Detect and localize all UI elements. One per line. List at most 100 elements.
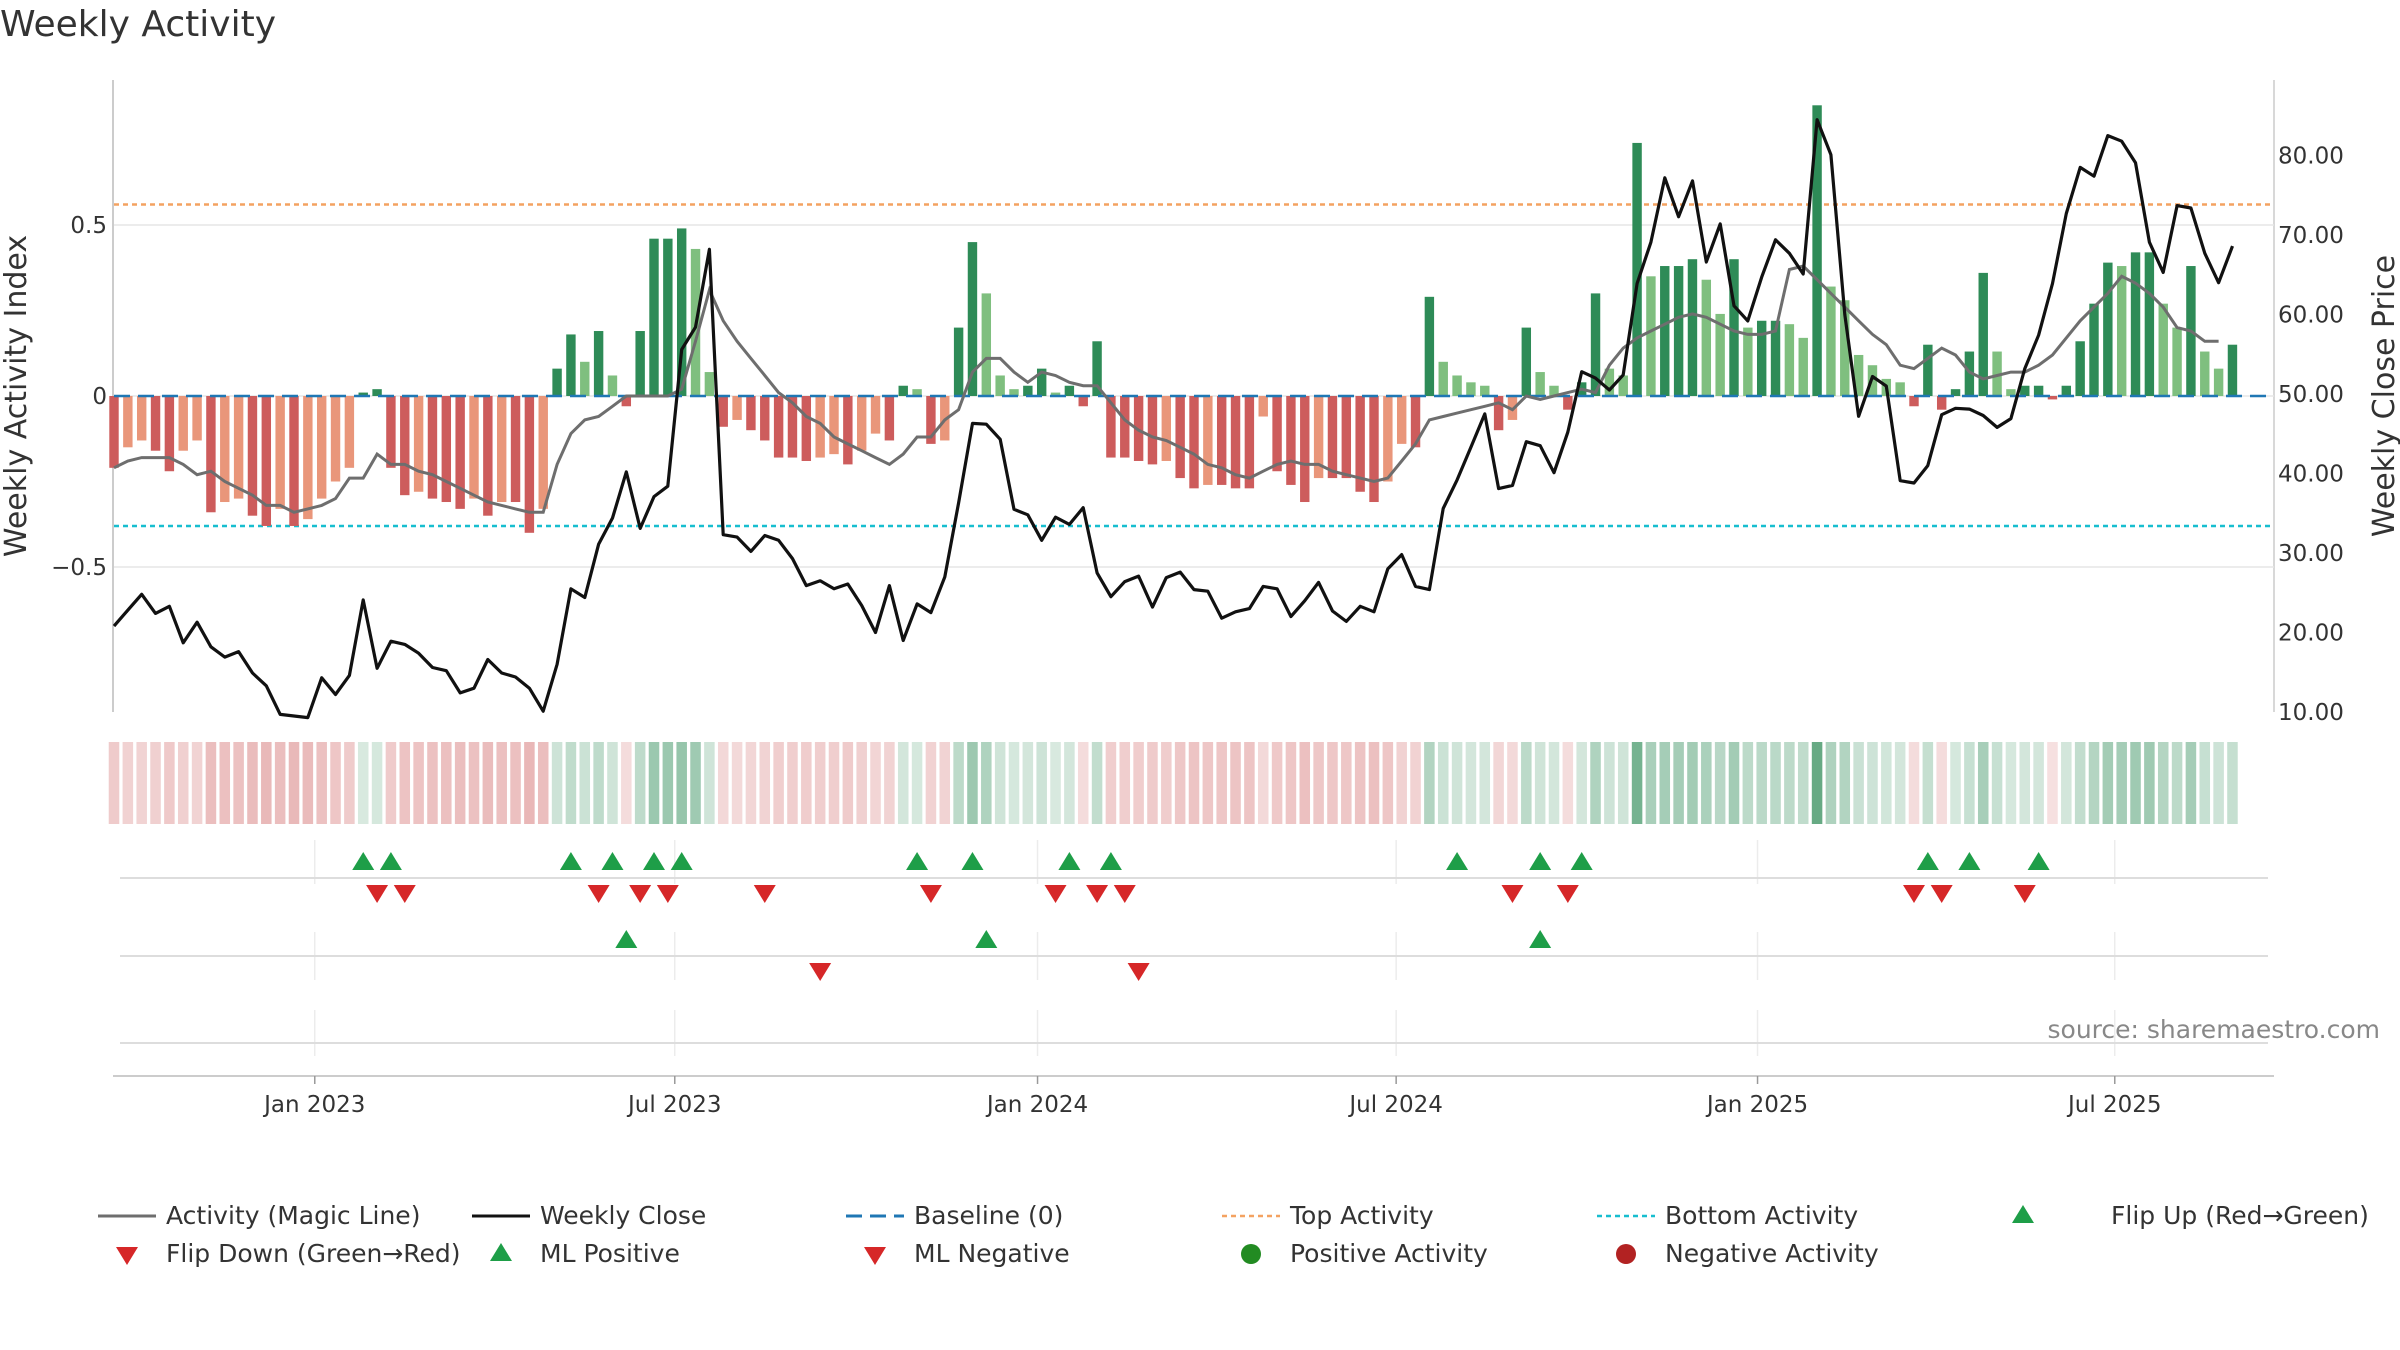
heat-strip-cell xyxy=(1867,742,1878,824)
ml-positive-marker xyxy=(1529,930,1552,948)
flip-down-marker xyxy=(1556,885,1579,903)
activity-bar xyxy=(607,375,618,396)
ml-negative-marker xyxy=(809,963,832,981)
heat-strip-cell xyxy=(621,742,632,824)
activity-bar xyxy=(621,396,632,407)
heat-strip-cell xyxy=(537,742,549,824)
activity-bar xyxy=(123,396,133,448)
heat-strip-cell xyxy=(1119,742,1131,824)
heat-strip-cell xyxy=(1645,742,1657,824)
flip-up-marker xyxy=(559,852,582,870)
heat-strip-cell xyxy=(1188,742,1200,824)
heat-strip-cell xyxy=(1590,742,1601,824)
heat-strip-cell xyxy=(496,742,507,824)
activity-bar xyxy=(1036,368,1047,396)
activity-bar xyxy=(469,396,479,499)
activity-bar xyxy=(635,331,645,396)
flip-down-marker xyxy=(1930,885,1953,903)
activity-bar xyxy=(2089,303,2099,396)
flip-down-marker xyxy=(366,885,389,903)
y-tick-label-right: 20.00 xyxy=(2278,621,2344,647)
activity-bar xyxy=(1923,344,1933,396)
activity-bar xyxy=(1341,396,1352,479)
activity-bar xyxy=(1023,385,1033,396)
heat-strip-cell xyxy=(2171,742,2183,824)
heat-strip-cell xyxy=(1825,742,1837,824)
heat-strip-cell xyxy=(274,742,286,824)
heat-strip-cell xyxy=(1770,742,1781,824)
activity-bar xyxy=(2075,341,2085,396)
y-axis-title-right: Weekly Close Price xyxy=(2367,255,2400,537)
heat-strip-cell xyxy=(524,742,535,824)
flip-up-marker xyxy=(1916,852,1939,870)
flip-up-marker xyxy=(1570,852,1593,870)
heat-strip-cell xyxy=(1964,742,1975,824)
heat-strip-cell xyxy=(994,742,1006,824)
heat-strip-cell xyxy=(2033,742,2044,824)
heat-strip-cell xyxy=(1604,742,1615,824)
y-axis-title-left: Weekly Activity Index xyxy=(0,235,34,557)
heat-strip-cell xyxy=(1507,742,1518,824)
activity-bar xyxy=(593,331,604,396)
flip-up-marker xyxy=(1958,852,1981,870)
activity-bar xyxy=(330,396,341,482)
flip-down-marker xyxy=(919,885,942,903)
heat-strip-cell xyxy=(828,742,840,824)
heat-strip-cell xyxy=(2130,742,2141,824)
heat-strip-cell xyxy=(1244,742,1255,824)
heat-strip-cell xyxy=(1950,742,1961,824)
heat-strip-cell xyxy=(953,742,964,824)
heat-strip-cell xyxy=(1091,742,1103,824)
y-tick-label-left: −0.5 xyxy=(51,555,107,581)
activity-bar xyxy=(1909,396,1919,407)
activity-bar xyxy=(2213,368,2224,396)
heat-strip-cell xyxy=(939,742,951,824)
y-tick-label-right: 80.00 xyxy=(2278,144,2344,170)
activity-bar xyxy=(1383,396,1393,482)
legend-label: Activity (Magic Line) xyxy=(166,1201,420,1230)
y-tick-label-right: 30.00 xyxy=(2278,541,2344,567)
activity-bar xyxy=(1106,396,1116,458)
heat-strip-cell xyxy=(1465,742,1477,824)
flip-up-marker xyxy=(601,852,624,870)
heat-strip-cell xyxy=(925,742,937,824)
activity-bar xyxy=(2172,327,2182,396)
heat-strip-cell xyxy=(1354,742,1366,824)
flip-down-marker xyxy=(2013,885,2036,903)
y-tick-label-left: 0 xyxy=(92,384,107,410)
flip-up-marker xyxy=(961,852,984,870)
heat-strip-cell xyxy=(177,742,189,824)
legend-label: ML Positive xyxy=(540,1239,680,1268)
heat-strip-cell xyxy=(1728,742,1740,824)
activity-bar xyxy=(136,396,147,441)
heat-strip-cell xyxy=(108,742,120,824)
heat-strip-cell xyxy=(1562,742,1574,824)
heat-strip-cell xyxy=(1839,742,1851,824)
activity-bar xyxy=(206,396,216,513)
heat-strip-cell xyxy=(814,742,826,824)
activity-bar xyxy=(1424,296,1435,396)
activity-bar xyxy=(178,396,188,451)
activity-bar xyxy=(718,396,728,427)
flip-up-marker xyxy=(2027,852,2050,870)
activity-bar xyxy=(1646,276,1656,396)
heat-strip-cell xyxy=(1701,742,1712,824)
activity-bar xyxy=(275,396,285,509)
heat-strip-cell xyxy=(1327,742,1338,824)
activity-bar xyxy=(1992,351,2002,396)
heat-strip-cell xyxy=(2061,742,2072,824)
activity-bar xyxy=(995,375,1005,396)
activity-bar xyxy=(898,385,908,396)
activity-bar xyxy=(1203,396,1213,485)
heat-strip-cell xyxy=(1036,742,1047,824)
heat-strip-cell xyxy=(1133,742,1144,824)
y-tick-label-right: 50.00 xyxy=(2278,382,2344,408)
heat-strip-cell xyxy=(1576,742,1587,824)
heat-strip-cell xyxy=(1451,742,1463,824)
activity-bar xyxy=(1840,300,1850,396)
heat-strip-cell xyxy=(302,742,314,824)
y-tick-label-right: 40.00 xyxy=(2278,462,2344,488)
activity-bar xyxy=(926,396,936,444)
x-tick-label: Jul 2024 xyxy=(1347,1092,1443,1118)
legend-swatch-flip-up xyxy=(2012,1205,2034,1223)
